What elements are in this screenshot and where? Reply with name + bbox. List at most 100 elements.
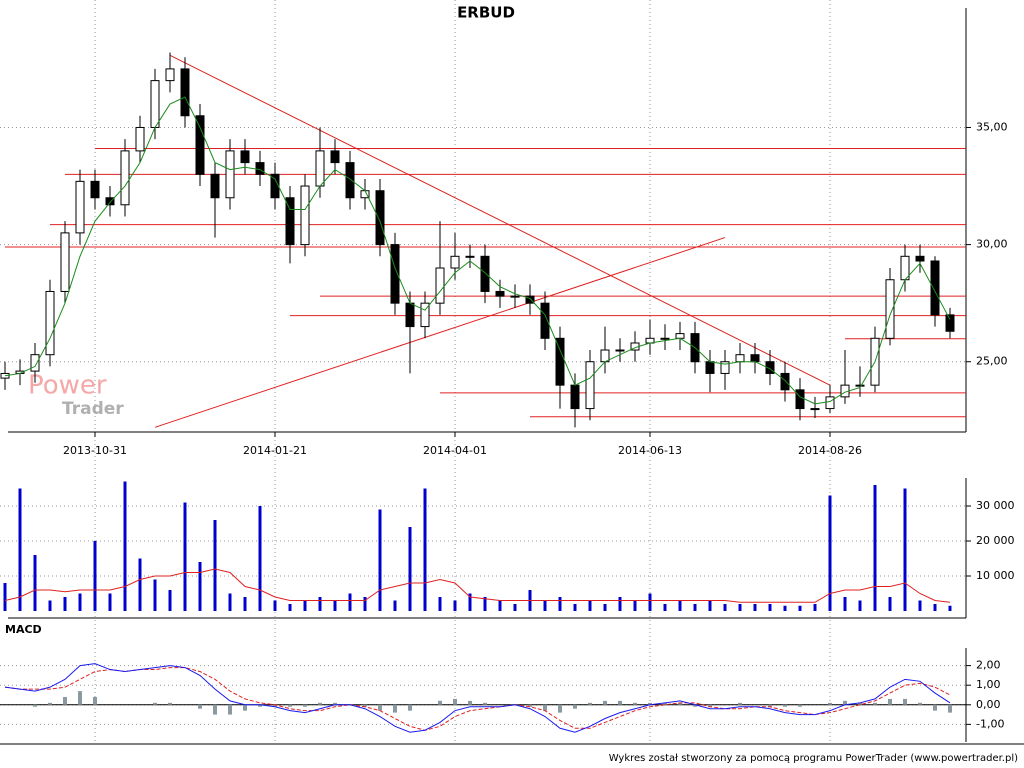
volume-average bbox=[4, 568, 951, 603]
candle-body bbox=[405, 302, 415, 328]
footer: Wykres został stworzony za pomocą progra… bbox=[609, 753, 1018, 764]
volume-bar bbox=[708, 600, 712, 611]
macd-line bbox=[4, 663, 951, 733]
histogram-bar bbox=[768, 704, 772, 707]
candle-body bbox=[555, 337, 565, 386]
candle-body bbox=[810, 408, 820, 411]
volume-bar bbox=[183, 502, 187, 611]
volume-bar bbox=[93, 541, 97, 611]
volume-bar bbox=[453, 600, 457, 611]
candle-body bbox=[435, 267, 445, 304]
volume-bar bbox=[918, 600, 922, 611]
candle-body bbox=[465, 255, 475, 258]
candle-body bbox=[885, 279, 895, 339]
histogram-bar bbox=[678, 702, 682, 705]
histogram-bar bbox=[663, 702, 667, 705]
histogram-bar bbox=[273, 704, 277, 707]
volume-bar bbox=[288, 604, 292, 611]
histogram-bar bbox=[618, 700, 622, 705]
volume-bar bbox=[273, 600, 277, 611]
candle-body bbox=[945, 314, 955, 332]
volume-bar bbox=[693, 604, 697, 611]
volume-bar bbox=[123, 481, 127, 611]
histogram-bar bbox=[393, 704, 397, 713]
y-tick-label: 2,00 bbox=[976, 659, 1001, 672]
volume-bar bbox=[483, 597, 487, 611]
candle-body bbox=[240, 150, 250, 164]
volume-bar bbox=[78, 593, 82, 611]
x-tick-label: 2014-01-21 bbox=[243, 444, 307, 457]
histogram-bar bbox=[543, 704, 547, 711]
candle-body bbox=[315, 150, 325, 187]
volume-bar bbox=[243, 597, 247, 611]
candle-body bbox=[930, 260, 940, 316]
histogram-bar bbox=[438, 700, 442, 705]
volume-bar bbox=[423, 488, 427, 611]
volume-bar bbox=[3, 583, 7, 611]
y-tick-label: 35,00 bbox=[976, 120, 1008, 133]
candle-body bbox=[420, 302, 430, 328]
volume-bar bbox=[828, 495, 832, 611]
volume-bar bbox=[438, 597, 442, 611]
y-tick-label: 30 000 bbox=[976, 499, 1015, 512]
volume-bar bbox=[318, 597, 322, 611]
y-tick-label: 25,00 bbox=[976, 355, 1008, 368]
candle-body bbox=[90, 180, 100, 199]
volume-bar bbox=[468, 593, 472, 611]
candle-body bbox=[510, 295, 520, 298]
signal-line bbox=[4, 667, 951, 731]
histogram-bar bbox=[363, 704, 367, 707]
volume-bar bbox=[18, 488, 22, 611]
candle-body bbox=[285, 197, 295, 246]
histogram-bar bbox=[78, 691, 82, 705]
histogram-bar bbox=[873, 702, 877, 705]
volume-bar bbox=[573, 604, 577, 611]
volume-bar bbox=[543, 600, 547, 611]
histogram-bar bbox=[318, 702, 322, 705]
candle-body bbox=[585, 361, 595, 410]
candle-body bbox=[150, 80, 160, 128]
histogram-bar bbox=[408, 704, 412, 711]
candle-body bbox=[195, 115, 205, 175]
x-tick-label: 2014-06-13 bbox=[618, 444, 682, 457]
volume-bar bbox=[198, 562, 202, 611]
volume-bar bbox=[363, 597, 367, 611]
trend-line bbox=[154, 237, 726, 428]
candle-body bbox=[735, 354, 745, 363]
volume-bar bbox=[333, 600, 337, 611]
volume-bar bbox=[618, 597, 622, 611]
candle-body bbox=[570, 384, 580, 410]
volume-bar bbox=[603, 604, 607, 611]
histogram-bar bbox=[48, 702, 52, 705]
candle-body bbox=[540, 302, 550, 339]
candle-body bbox=[915, 255, 925, 262]
histogram-bar bbox=[93, 696, 97, 705]
candle-body bbox=[450, 255, 460, 269]
chart-title: ERBUD bbox=[457, 4, 515, 22]
histogram-bar bbox=[33, 704, 37, 707]
volume-bar bbox=[903, 488, 907, 611]
histogram-bar bbox=[633, 702, 637, 705]
candle-body bbox=[300, 185, 310, 246]
volume-bar bbox=[858, 600, 862, 611]
histogram-bar bbox=[828, 702, 832, 705]
histogram-bar bbox=[468, 700, 472, 705]
volume-bar bbox=[513, 604, 517, 611]
x-tick-label: 2013-10-31 bbox=[63, 444, 127, 457]
candle-body bbox=[30, 354, 40, 372]
volume-bar bbox=[408, 527, 412, 611]
candle-body bbox=[165, 68, 175, 82]
histogram-bar bbox=[708, 704, 712, 707]
histogram-bar bbox=[843, 700, 847, 705]
histogram-bar bbox=[948, 704, 952, 713]
candle-body bbox=[660, 337, 670, 340]
candle-body bbox=[795, 389, 805, 410]
candle-body bbox=[750, 354, 760, 363]
volume-bar bbox=[783, 605, 787, 611]
volume-bar bbox=[678, 600, 682, 611]
histogram-bar bbox=[198, 704, 202, 709]
histogram-bar bbox=[588, 702, 592, 705]
histogram-bar bbox=[693, 704, 697, 707]
histogram-bar bbox=[453, 698, 457, 705]
volume-bar bbox=[153, 579, 157, 611]
